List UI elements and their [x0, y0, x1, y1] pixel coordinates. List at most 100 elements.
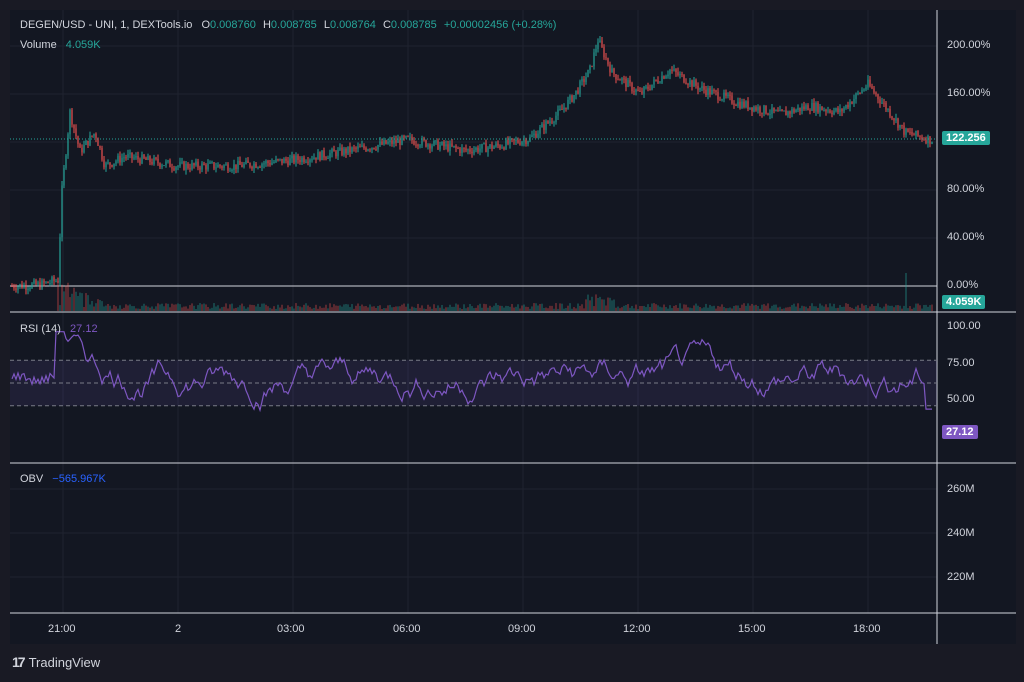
candle-body: [179, 162, 181, 167]
candle-body: [147, 156, 149, 160]
candle-body: [545, 121, 547, 130]
rsi-label[interactable]: RSI (14): [20, 323, 61, 335]
candle-body: [743, 101, 745, 107]
candle-body: [899, 124, 901, 128]
candle-body: [611, 68, 613, 73]
volume-bar: [883, 306, 885, 311]
volume-bar: [847, 303, 849, 311]
volume-bar: [897, 305, 899, 311]
candle-body: [175, 167, 177, 170]
volume-bar: [541, 303, 543, 311]
candle-body: [753, 107, 755, 112]
volume-bar: [135, 308, 137, 311]
volume-bar: [895, 305, 897, 311]
volume-bar: [749, 305, 751, 311]
candle-body: [929, 136, 931, 144]
volume-bar: [305, 303, 307, 311]
candle-body: [327, 158, 329, 160]
candle-body: [617, 79, 619, 81]
symbol-title[interactable]: DEGEN/USD - UNI, 1, DEXTools.io: [20, 19, 193, 31]
candle-body: [309, 159, 311, 163]
volume-bar: [479, 303, 481, 311]
volume-bar: [267, 306, 269, 311]
candle-body: [603, 46, 605, 58]
candle-body: [717, 91, 719, 100]
volume-bar: [767, 303, 769, 311]
volume-bar: [909, 306, 911, 311]
candle-body: [199, 167, 201, 170]
volume-bar: [557, 308, 559, 311]
candle-body: [615, 74, 617, 80]
candle-body: [483, 143, 485, 145]
candle-body: [471, 151, 473, 154]
volume-label[interactable]: Volume: [20, 39, 57, 51]
volume-bar: [759, 308, 761, 311]
candle-body: [409, 136, 411, 138]
candle-body: [243, 163, 245, 168]
volume-bar: [645, 307, 647, 311]
volume-bar: [595, 294, 597, 311]
candle-body: [39, 282, 41, 289]
candle-body: [507, 139, 509, 144]
obv-label[interactable]: OBV: [20, 473, 44, 485]
candle-body: [677, 72, 679, 76]
candle-body: [385, 140, 387, 144]
volume-bar: [83, 306, 85, 311]
volume-bar: [119, 305, 121, 311]
volume-bar: [375, 308, 377, 311]
volume-bar: [473, 308, 475, 311]
volume-bar: [881, 308, 883, 311]
volume-bar: [405, 306, 407, 311]
volume-bar: [181, 307, 183, 311]
volume-bar: [327, 308, 329, 311]
time-axis-label: 12:00: [623, 623, 651, 635]
volume-bar: [385, 308, 387, 311]
candle-body: [143, 154, 145, 159]
volume-bar: [413, 307, 415, 311]
candle-body: [167, 160, 169, 162]
candle-body: [585, 77, 587, 82]
candle-body: [67, 134, 69, 156]
volume-bar: [523, 304, 525, 311]
volume-bar: [331, 307, 333, 311]
candle-body: [355, 147, 357, 149]
candle-body: [479, 148, 481, 152]
volume-bar: [313, 307, 315, 311]
volume-bar: [487, 307, 489, 311]
obv-axis-label: 260M: [947, 483, 975, 495]
candle-body: [257, 167, 259, 169]
volume-bar: [919, 305, 921, 311]
volume-bar: [631, 305, 633, 311]
volume-bar: [579, 305, 581, 311]
volume-bar: [435, 308, 437, 311]
volume-bar: [253, 305, 255, 311]
volume-bar: [797, 303, 799, 311]
volume-bar: [271, 308, 273, 311]
tradingview-branding[interactable]: 17 TradingView: [12, 654, 100, 670]
candle-body: [367, 149, 369, 151]
candle-body: [501, 147, 503, 149]
volume-bar: [457, 304, 459, 311]
volume-bar: [803, 306, 805, 311]
candle-body: [387, 142, 389, 144]
candle-body: [705, 89, 707, 95]
volume-bar: [729, 307, 731, 311]
candle-body: [697, 85, 699, 90]
candle-body: [745, 101, 747, 107]
volume-bar: [71, 293, 73, 311]
volume-bar: [225, 303, 227, 311]
volume-bar: [419, 307, 421, 311]
candle-body: [87, 140, 89, 146]
candle-body: [553, 121, 555, 123]
candle-body: [645, 86, 647, 88]
volume-bar: [145, 305, 147, 311]
candle-body: [579, 81, 581, 94]
candle-body: [235, 164, 237, 170]
volume-bar: [105, 305, 107, 311]
candle-body: [129, 152, 131, 155]
volume-bar: [501, 305, 503, 311]
candle-body: [719, 99, 721, 101]
candle-body: [333, 149, 335, 152]
candle-body: [707, 88, 709, 95]
